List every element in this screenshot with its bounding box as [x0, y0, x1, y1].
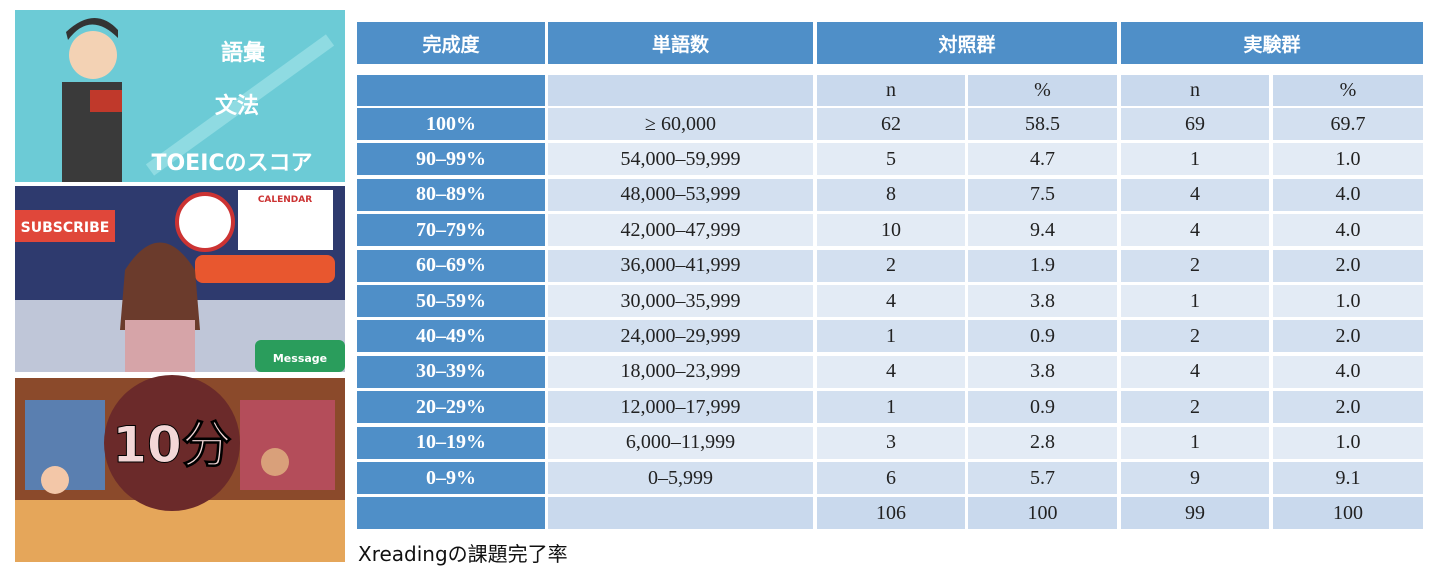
- table-cell: 9.1: [1273, 462, 1423, 494]
- table-cell: %: [1273, 75, 1423, 106]
- table-cell: 36,000–41,999: [548, 249, 813, 282]
- table-cell: 30–39%: [357, 355, 545, 388]
- table-cell: 1: [1121, 426, 1269, 459]
- table-cell: 5: [817, 143, 965, 176]
- table-cell: 6: [817, 462, 965, 494]
- table-cell: 10–19%: [357, 426, 545, 459]
- image-1: 語彙 文法 TOEICのスコア: [15, 10, 345, 182]
- table-cell: 18,000–23,999: [548, 355, 813, 388]
- table-cell: 1: [817, 391, 965, 424]
- table-cell: 60–69%: [357, 249, 545, 282]
- table-cell: 2: [1121, 391, 1269, 424]
- table-cell: 69: [1121, 108, 1269, 140]
- table-cell: [548, 75, 813, 106]
- table-cell: 1.9: [968, 249, 1117, 282]
- table-cell: 30,000–35,999: [548, 285, 813, 317]
- table-cell: 40–49%: [357, 320, 545, 353]
- table-cell: 3.8: [968, 355, 1117, 388]
- image-2: SUBSCRIBE CALENDAR Message: [15, 186, 345, 372]
- image-text: TOEICのスコア: [151, 151, 312, 176]
- table-cell: 0.9: [968, 320, 1117, 353]
- image-3: 10分: [15, 375, 345, 562]
- table-cell: 4.0: [1273, 178, 1423, 211]
- table-cell: 1.0: [1273, 143, 1423, 176]
- table-cell: 8: [817, 178, 965, 211]
- table-cell: 10: [817, 214, 965, 247]
- table-cell: 106: [817, 497, 965, 530]
- table-cell: [357, 497, 545, 530]
- table-cell: 50–59%: [357, 285, 545, 317]
- table-cell: 4: [1121, 178, 1269, 211]
- table-cell: 2: [1121, 249, 1269, 282]
- table-cell: 100%: [357, 108, 545, 140]
- table-cell: 99: [1121, 497, 1269, 530]
- table-cell: 4.0: [1273, 214, 1423, 247]
- table-cell: 1: [1121, 143, 1269, 176]
- table-cell: 4: [817, 285, 965, 317]
- image-text: SUBSCRIBE: [21, 220, 110, 236]
- table-cell: 2: [817, 249, 965, 282]
- image-text: 10分: [112, 416, 232, 474]
- table-cell: 4: [1121, 355, 1269, 388]
- table-cell: [357, 75, 545, 106]
- table-cell: 2.0: [1273, 320, 1423, 353]
- table-cell: 2.0: [1273, 391, 1423, 424]
- table-cell: 1: [817, 320, 965, 353]
- table-cell: 5.7: [968, 462, 1117, 494]
- table-cell: 4: [1121, 214, 1269, 247]
- image-text: CALENDAR: [258, 195, 312, 205]
- table-cell: 80–89%: [357, 178, 545, 211]
- table-cell: 単語数: [548, 22, 813, 64]
- images: 語彙 文法 TOEICのスコア SUBSCRIBE CALENDAR Messa…: [15, 10, 345, 562]
- table-cell: 48,000–53,999: [548, 178, 813, 211]
- table-cell: 69.7: [1273, 108, 1423, 140]
- table-cell: 24,000–29,999: [548, 320, 813, 353]
- table-cell: 12,000–17,999: [548, 391, 813, 424]
- table-cell: 2.0: [1273, 249, 1423, 282]
- table-cell: 0–5,999: [548, 462, 813, 494]
- table-cell: 70–79%: [357, 214, 545, 247]
- table-cell: 対照群: [817, 22, 1117, 64]
- table-cell: 4.0: [1273, 355, 1423, 388]
- table-cell: 3.8: [968, 285, 1117, 317]
- table-cell: 3: [817, 426, 965, 459]
- table-cell: 2.8: [968, 426, 1117, 459]
- table-cell: 100: [968, 497, 1117, 530]
- table-cell: %: [968, 75, 1117, 106]
- table-cell: 0–9%: [357, 462, 545, 494]
- table-cell: n: [1121, 75, 1269, 106]
- table-cell: 7.5: [968, 178, 1117, 211]
- table-cell: 20–29%: [357, 391, 545, 424]
- table-cell: 9: [1121, 462, 1269, 494]
- table-cell: 完成度: [357, 22, 545, 64]
- table-cell: 2: [1121, 320, 1269, 353]
- table-cell: 6,000–11,999: [548, 426, 813, 459]
- table-cell: 90–99%: [357, 143, 545, 176]
- table-cell: [548, 497, 813, 530]
- table-cell: 100: [1273, 497, 1423, 530]
- image-text: Message: [273, 352, 327, 365]
- image-text: 語彙: [221, 40, 266, 66]
- table-cell: ≥ 60,000: [548, 108, 813, 140]
- table-cell: 58.5: [968, 108, 1117, 140]
- table-cell: 9.4: [968, 214, 1117, 247]
- table-cell: 1.0: [1273, 426, 1423, 459]
- table-cell: 54,000–59,999: [548, 143, 813, 176]
- caption: Xreadingの課題完了率: [358, 542, 568, 566]
- table-cell: n: [817, 75, 965, 106]
- table-cell: 4: [817, 355, 965, 388]
- table-cell: 1: [1121, 285, 1269, 317]
- table-cell: 4.7: [968, 143, 1117, 176]
- table-cell: 62: [817, 108, 965, 140]
- table-cell: 実験群: [1121, 22, 1423, 64]
- table-cell: 0.9: [968, 391, 1117, 424]
- table-cell: 42,000–47,999: [548, 214, 813, 247]
- table-cell: 1.0: [1273, 285, 1423, 317]
- image-text: 文法: [215, 93, 259, 119]
